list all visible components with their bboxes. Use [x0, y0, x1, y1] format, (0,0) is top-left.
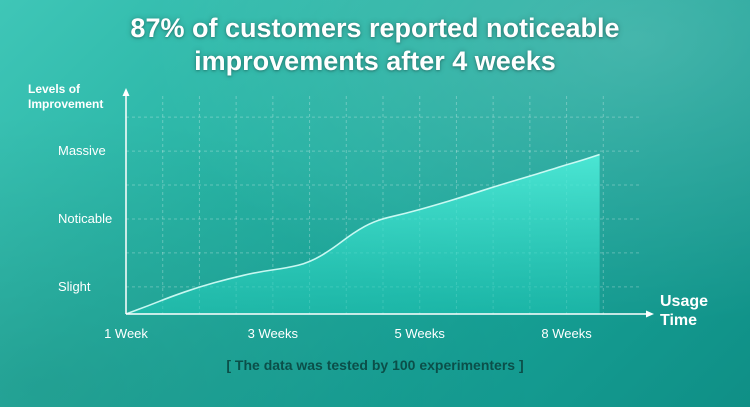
- x-tick-label: 1 Week: [104, 326, 148, 341]
- x-tick-label: 8 Weeks: [541, 326, 592, 341]
- x-axis-title-line-2: Time: [660, 312, 698, 329]
- x-tick-label: 5 Weeks: [395, 326, 446, 341]
- tick-labels: Slight Noticable Massive 1 Week 3 Weeks 5 Wee…: [58, 143, 592, 341]
- y-tick-label: Massive: [58, 143, 106, 158]
- x-axis-title: Usage Time: [660, 292, 708, 330]
- footnote: [ The data was tested by 100 experimente…: [226, 357, 524, 373]
- y-axis-title: Levels of Improvement: [28, 82, 128, 112]
- axes: [122, 88, 654, 318]
- y-tick-label: Slight: [58, 279, 91, 294]
- chart-title-line-2: improvements after 4 weeks: [194, 46, 556, 76]
- series-area: [126, 154, 600, 314]
- y-axis-title-line-2: Improvement: [28, 97, 104, 111]
- series-line: [125, 153, 600, 315]
- y-tick-label: Noticable: [58, 211, 112, 226]
- x-axis-arrow-icon: [646, 310, 654, 318]
- x-axis-title-line-1: Usage: [660, 293, 709, 310]
- chart-title: 87% of customers reported noticeable imp…: [0, 12, 750, 78]
- y-axis-title-line-1: Levels of: [28, 82, 81, 96]
- area-layer: [125, 153, 600, 315]
- y-axis-arrow-icon: [122, 88, 130, 96]
- chart-title-line-1: 87% of customers reported noticeable: [130, 13, 620, 43]
- x-tick-label: 3 Weeks: [248, 326, 299, 341]
